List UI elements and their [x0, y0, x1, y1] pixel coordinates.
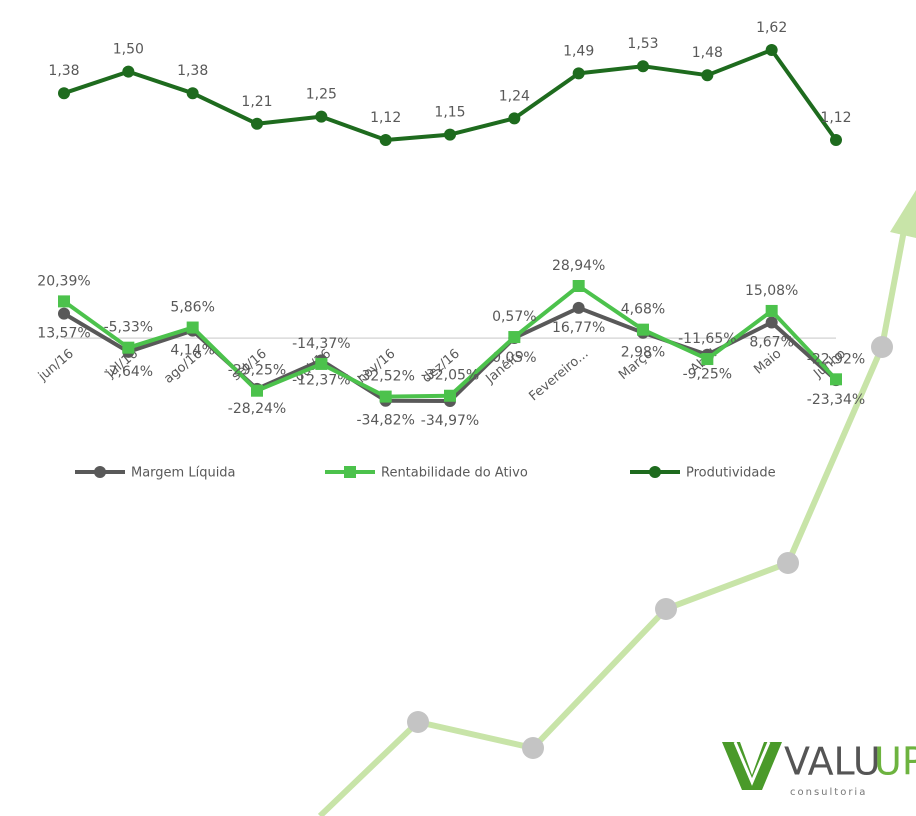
- x-tick-label: Maio: [751, 346, 784, 377]
- data-label: 1,15: [434, 105, 465, 121]
- data-label: 2,98%: [621, 345, 665, 361]
- data-point: [830, 134, 842, 146]
- data-label: -28,24%: [228, 401, 286, 417]
- data-point: [701, 353, 713, 365]
- data-point: [444, 129, 456, 141]
- data-point: [187, 322, 199, 334]
- background-arrow: [320, 190, 916, 816]
- data-label: 1,12: [370, 110, 401, 126]
- data-label: 1,38: [48, 63, 79, 79]
- data-label: -32,05%: [421, 368, 479, 384]
- data-point: [380, 391, 392, 403]
- logo-brand: VALU: [784, 740, 881, 784]
- data-label: 1,21: [241, 94, 272, 110]
- data-label: 1,12: [820, 110, 851, 126]
- legend-marker: [649, 466, 661, 478]
- legend-item: Rentabilidade do Ativo: [325, 466, 528, 481]
- data-point: [315, 111, 327, 123]
- logo-tagline: consultoria: [790, 787, 867, 798]
- data-label: 1,62: [756, 20, 787, 36]
- data-label: -22,92%: [807, 351, 865, 367]
- data-point: [573, 67, 585, 79]
- data-label: 5,86%: [170, 300, 214, 316]
- data-point: [637, 324, 649, 336]
- data-point: [122, 66, 134, 78]
- data-label: 20,39%: [37, 273, 90, 289]
- legend-marker: [344, 466, 356, 478]
- data-label: -14,37%: [292, 336, 350, 352]
- data-point: [573, 280, 585, 292]
- data-label: 28,94%: [552, 258, 605, 274]
- data-point: [58, 295, 70, 307]
- data-label: -32,52%: [356, 369, 414, 385]
- data-point: [637, 60, 649, 72]
- data-point: [766, 305, 778, 317]
- data-label: 4,68%: [621, 302, 665, 318]
- logo: VALU UP consultoria: [722, 740, 916, 799]
- data-label: -7,64%: [104, 364, 154, 380]
- data-point: [766, 44, 778, 56]
- data-label: 13,57%: [37, 326, 90, 342]
- data-point: [58, 87, 70, 99]
- data-label: -29,25%: [228, 363, 286, 379]
- data-point: [122, 342, 134, 354]
- data-label: -9,25%: [683, 367, 733, 383]
- data-label: 15,08%: [745, 283, 798, 299]
- data-label: -11,65%: [678, 331, 736, 347]
- data-point: [701, 69, 713, 81]
- data-label: 1,38: [177, 63, 208, 79]
- data-point: [58, 308, 70, 320]
- data-point: [251, 118, 263, 130]
- data-label: 8,67%: [749, 334, 793, 350]
- data-label: 16,77%: [552, 320, 605, 336]
- data-point: [251, 385, 263, 397]
- legend-text: Margem Líquida: [131, 466, 236, 481]
- data-point: [573, 302, 585, 314]
- legend-item: Margem Líquida: [75, 466, 236, 481]
- x-tick-label: jun/16: [35, 346, 77, 384]
- logo-accent: UP: [874, 740, 916, 784]
- data-point: [830, 373, 842, 385]
- data-point: [187, 87, 199, 99]
- data-label: -34,97%: [421, 413, 479, 429]
- data-label: 0,57%: [492, 309, 536, 325]
- legend-marker: [94, 466, 106, 478]
- data-label: 1,48: [692, 45, 723, 61]
- data-label: 1,50: [113, 42, 144, 58]
- data-label: 1,53: [627, 36, 658, 52]
- data-point: [380, 134, 392, 146]
- data-label: 1,25: [306, 87, 337, 103]
- data-label: -34,82%: [356, 413, 414, 429]
- chart: VALU UP consultoria 1,38 1,50 1,38 1,21 1,25…: [0, 0, 916, 816]
- legend-item: Produtividade: [630, 466, 776, 481]
- data-point: [508, 112, 520, 124]
- data-point: [315, 358, 327, 370]
- data-point: [508, 331, 520, 343]
- data-point: [444, 390, 456, 402]
- data-label: 1,49: [563, 43, 594, 59]
- data-label: -23,34%: [807, 392, 865, 408]
- data-label: 1,24: [499, 88, 530, 104]
- legend-text: Produtividade: [686, 466, 776, 481]
- data-label: -5,33%: [104, 320, 154, 336]
- legend-text: Rentabilidade do Ativo: [381, 466, 528, 481]
